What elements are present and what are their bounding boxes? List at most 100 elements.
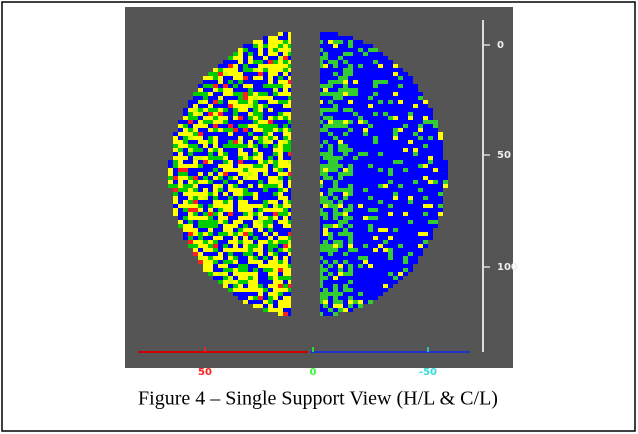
texture-cell xyxy=(413,248,418,252)
texture-cell xyxy=(218,208,223,212)
texture-cell xyxy=(248,252,253,256)
texture-cell xyxy=(258,240,263,244)
texture-cell xyxy=(283,188,288,192)
texture-cell xyxy=(403,216,408,220)
texture-cell xyxy=(373,112,378,116)
texture-cell xyxy=(183,120,188,124)
texture-cell xyxy=(243,244,248,248)
texture-cell xyxy=(393,76,398,80)
texture-cell xyxy=(233,196,238,200)
texture-cell xyxy=(233,80,238,84)
texture-cell xyxy=(363,264,368,268)
texture-cell xyxy=(198,232,203,236)
texture-cell xyxy=(348,284,353,288)
texture-cell xyxy=(353,100,358,104)
texture-cell xyxy=(408,120,413,124)
texture-cell xyxy=(248,216,253,220)
texture-cell xyxy=(233,68,238,72)
texture-cell xyxy=(323,120,328,124)
texture-cell xyxy=(418,144,423,148)
texture-cell xyxy=(183,148,188,152)
texture-cell xyxy=(343,156,348,160)
texture-cell xyxy=(203,112,208,116)
texture-cell xyxy=(283,80,288,84)
texture-cell xyxy=(323,116,328,120)
texture-cell xyxy=(388,152,393,156)
texture-cell xyxy=(283,124,288,128)
texture-cell xyxy=(263,104,268,108)
texture-cell xyxy=(208,244,213,248)
texture-cell xyxy=(193,204,198,208)
texture-cell xyxy=(363,120,368,124)
texture-cell xyxy=(338,172,343,176)
texture-cell xyxy=(323,224,328,228)
texture-cell xyxy=(208,100,213,104)
texture-cell xyxy=(203,80,208,84)
texture-cell xyxy=(333,228,338,232)
texture-cell xyxy=(278,40,283,44)
texture-cell xyxy=(353,144,358,148)
texture-cell xyxy=(428,120,433,124)
texture-cell xyxy=(368,108,373,112)
texture-cell xyxy=(348,84,353,88)
texture-cell xyxy=(408,236,413,240)
texture-cell xyxy=(433,196,438,200)
texture-cell xyxy=(233,92,238,96)
texture-cell xyxy=(228,56,233,60)
texture-cell xyxy=(418,100,423,104)
texture-cell xyxy=(398,200,403,204)
texture-cell xyxy=(278,124,283,128)
texture-cell xyxy=(213,180,218,184)
texture-cell xyxy=(403,232,408,236)
texture-cell xyxy=(213,164,218,168)
texture-cell xyxy=(333,244,338,248)
texture-cell xyxy=(433,184,438,188)
texture-cell xyxy=(248,80,253,84)
texture-cell xyxy=(218,92,223,96)
texture-cell xyxy=(218,200,223,204)
texture-cell xyxy=(428,204,433,208)
texture-cell xyxy=(403,236,408,240)
texture-cell xyxy=(213,172,218,176)
texture-cell xyxy=(393,176,398,180)
texture-cell xyxy=(358,208,363,212)
texture-cell xyxy=(253,248,258,252)
texture-cell xyxy=(378,236,383,240)
texture-cell xyxy=(333,304,338,308)
texture-cell xyxy=(273,72,278,76)
texture-cell xyxy=(363,64,368,68)
texture-cell xyxy=(428,108,433,112)
texture-cell xyxy=(248,180,253,184)
texture-cell xyxy=(388,140,393,144)
texture-cell xyxy=(358,124,363,128)
texture-cell xyxy=(348,168,353,172)
texture-cell xyxy=(378,288,383,292)
texture-cell xyxy=(373,244,378,248)
texture-cell xyxy=(383,264,388,268)
texture-cell xyxy=(328,236,333,240)
texture-cell xyxy=(278,264,283,268)
texture-cell xyxy=(223,120,228,124)
texture-cell xyxy=(213,236,218,240)
texture-cell xyxy=(213,260,218,264)
texture-cell xyxy=(348,80,353,84)
texture-cell xyxy=(248,44,253,48)
texture-cell xyxy=(368,76,373,80)
y-tick-label: 100 xyxy=(497,262,518,273)
texture-cell xyxy=(368,284,373,288)
texture-cell xyxy=(268,128,273,132)
texture-cell xyxy=(353,172,358,176)
texture-cell xyxy=(393,96,398,100)
texture-cell xyxy=(258,296,263,300)
texture-cell xyxy=(408,112,413,116)
texture-cell xyxy=(413,148,418,152)
texture-cell xyxy=(338,264,343,268)
texture-cell xyxy=(398,216,403,220)
texture-cell xyxy=(383,244,388,248)
texture-cell xyxy=(353,272,358,276)
texture-cell xyxy=(178,124,183,128)
texture-cell xyxy=(238,236,243,240)
texture-cell xyxy=(233,292,238,296)
texture-cell xyxy=(403,212,408,216)
texture-cell xyxy=(443,176,448,180)
